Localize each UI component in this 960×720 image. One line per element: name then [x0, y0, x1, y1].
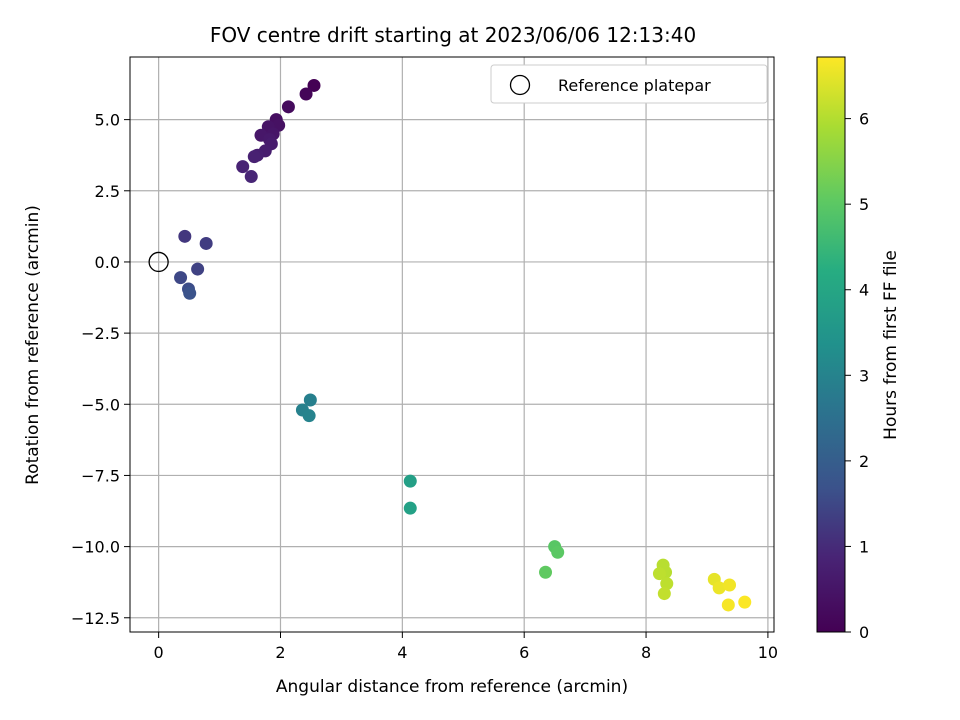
scatter-point: [738, 595, 752, 609]
colorbar: [816, 56, 846, 633]
scatter-point: [183, 286, 197, 300]
scatter-point: [299, 87, 313, 101]
colorbar-ticks: 0 1 2 3 4 5 6: [845, 110, 869, 642]
y-tick-label: 2.5: [95, 182, 120, 201]
y-tick-label: 5.0: [95, 111, 120, 130]
colorbar-tick-label: 1: [859, 537, 869, 556]
scatter-point: [303, 393, 317, 407]
x-tick-label: 6: [519, 643, 529, 662]
reference-platepar-marker: [148, 251, 169, 273]
scatter-point: [178, 229, 192, 243]
x-tick-label: 8: [641, 643, 651, 662]
y-tick-label: 0.0: [95, 253, 120, 272]
data-points: [174, 78, 752, 612]
y-tick-label: −10.0: [71, 538, 120, 557]
colorbar-tick-label: 0: [859, 623, 869, 642]
scatter-point: [191, 262, 205, 276]
scatter-point: [712, 581, 726, 595]
scatter-point: [660, 577, 674, 591]
x-axis-label: Angular distance from reference (arcmin): [276, 677, 628, 697]
x-tick-label: 0: [154, 643, 164, 662]
y-tick-label: −2.5: [81, 324, 120, 343]
colorbar-tick-label: 4: [859, 281, 869, 300]
legend: Reference platepar: [490, 64, 768, 104]
legend-reference-marker: [509, 74, 531, 96]
reference-marker-layer: [148, 251, 169, 273]
x-tick-label: 2: [275, 643, 285, 662]
colorbar-tick-label: 2: [859, 452, 869, 471]
scatter-point: [652, 567, 666, 581]
scatter-point: [403, 474, 417, 488]
y-axis-ticks: −12.5 −10.0 −7.5 −5.0 −2.5 0.0 2.5 5.0: [71, 111, 130, 628]
scatter-point: [199, 236, 213, 250]
scatter-point: [307, 78, 321, 92]
scatter-point: [174, 271, 188, 285]
scatter-point: [247, 150, 261, 164]
x-tick-label: 4: [397, 643, 407, 662]
y-tick-label: −7.5: [81, 466, 120, 485]
y-tick-label: −5.0: [81, 395, 120, 414]
scatter-point: [551, 545, 565, 559]
scatter-point: [657, 587, 671, 601]
scatter-point: [244, 170, 258, 184]
scatter-point: [403, 501, 417, 515]
legend-box: [490, 64, 768, 104]
scatter-point: [539, 565, 553, 579]
y-tick-label: −12.5: [71, 609, 120, 628]
chart-title: FOV centre drift starting at 2023/06/06 …: [210, 23, 696, 47]
scatter-point: [723, 578, 737, 592]
legend-label: Reference platepar: [558, 76, 711, 95]
scatter-point: [236, 160, 250, 174]
x-axis-ticks: 0 2 4 6 8 10: [154, 632, 778, 662]
grid-lines: [130, 57, 774, 632]
plot-frame: [129, 56, 775, 633]
colorbar-tick-label: 3: [859, 366, 869, 385]
colorbar-tick-label: 6: [859, 110, 869, 129]
scatter-point: [302, 409, 316, 423]
y-axis-label: Rotation from reference (arcmin): [23, 205, 43, 485]
scatter-point: [281, 100, 295, 114]
scatter-point: [721, 598, 735, 612]
colorbar-label: Hours from first FF file: [881, 250, 901, 440]
colorbar-tick-label: 5: [859, 195, 869, 214]
x-tick-label: 10: [758, 643, 778, 662]
